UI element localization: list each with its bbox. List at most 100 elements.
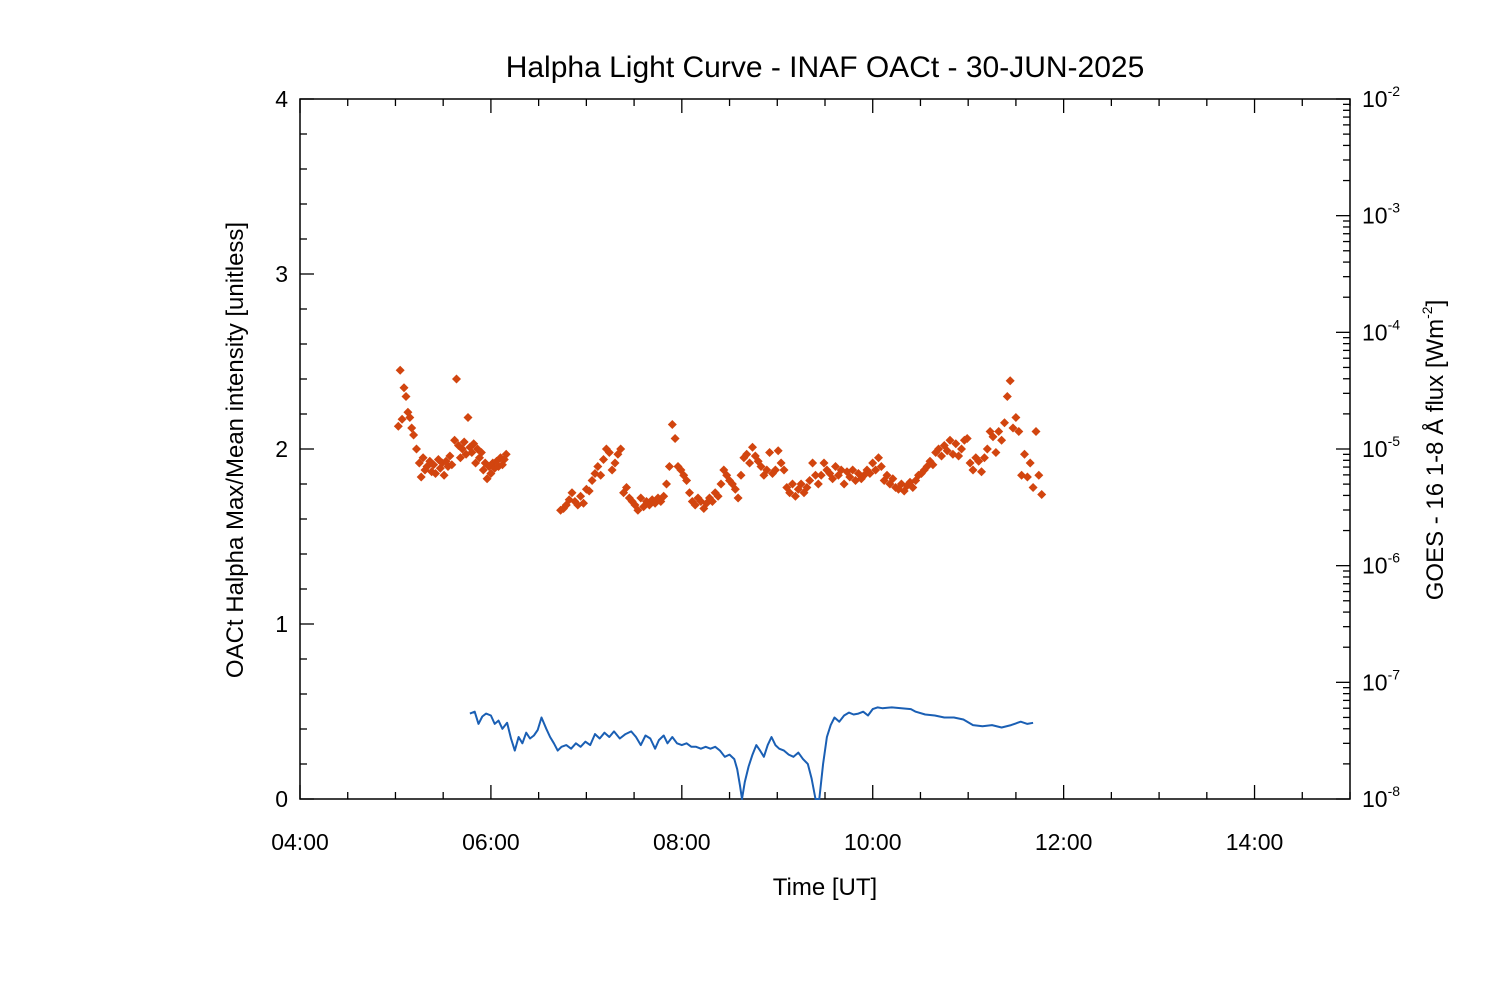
halpha-point [942, 446, 952, 456]
halpha-point [779, 465, 789, 475]
x-tick-label: 10:00 [844, 829, 902, 855]
halpha-point [1037, 490, 1047, 499]
halpha-point [1034, 470, 1044, 480]
chart-title: Halpha Light Curve - INAF OACt - 30-JUN-… [506, 51, 1145, 84]
y2-title-main: GOES - 16 1-8 Å flux [Wm [1421, 319, 1449, 600]
halpha-point [882, 470, 892, 480]
halpha-point [802, 483, 812, 492]
halpha-point [429, 460, 439, 470]
y-axis-right: 10-8 10-7 10-6 10-5 10-4 10-3 10-2 [1336, 83, 1400, 812]
halpha-point [1025, 458, 1035, 468]
y2-tick-label: 10-4 [1362, 316, 1400, 345]
halpha-point [888, 474, 898, 484]
halpha-point [874, 453, 883, 463]
halpha-point [765, 448, 775, 457]
halpha-point [447, 460, 457, 470]
y-axis-left: 0 1 2 3 4 [275, 86, 314, 812]
halpha-point [690, 500, 700, 510]
halpha-point [587, 476, 597, 485]
y2-tick-label: 10-5 [1362, 433, 1400, 462]
halpha-point [1011, 413, 1021, 422]
halpha-point [409, 430, 419, 440]
halpha-point [811, 470, 820, 480]
halpha-point [1008, 423, 1018, 433]
halpha-point [416, 472, 426, 482]
halpha-point [937, 451, 946, 461]
halpha-point [745, 458, 755, 468]
halpha-point [599, 455, 608, 464]
halpha-point [393, 421, 403, 431]
halpha-point [501, 449, 511, 459]
halpha-point [790, 491, 800, 501]
halpha-point [478, 465, 488, 475]
halpha-intensity-series [393, 365, 1047, 515]
halpha-point [762, 465, 772, 475]
halpha-point [1020, 449, 1029, 459]
halpha-point [965, 458, 975, 468]
halpha-point [968, 465, 978, 475]
halpha-point [805, 476, 815, 485]
halpha-point [954, 451, 964, 461]
halpha-point [1028, 483, 1038, 492]
halpha-point [685, 488, 694, 498]
halpha-point [414, 458, 424, 468]
y-axis-right-title: GOES - 16 1-8 Å flux [Wm-2] [1419, 300, 1449, 601]
halpha-point [596, 470, 606, 480]
halpha-point [576, 491, 586, 501]
halpha-point [463, 413, 473, 422]
x-tick-label: 14:00 [1226, 829, 1284, 855]
halpha-point [610, 458, 620, 468]
halpha-point [928, 460, 938, 470]
halpha-point [418, 453, 428, 463]
halpha-point [788, 479, 797, 489]
halpha-point [670, 434, 680, 443]
halpha-point [664, 462, 674, 471]
halpha-point [662, 479, 671, 489]
halpha-point [868, 458, 878, 468]
halpha-point [459, 437, 469, 447]
y2-tick-label: 10-3 [1362, 200, 1400, 229]
halpha-point [748, 442, 757, 452]
halpha-point [633, 505, 643, 515]
y-tick-label: 3 [275, 261, 288, 287]
halpha-point [467, 448, 477, 457]
halpha-point [1031, 427, 1041, 436]
halpha-point [876, 462, 886, 471]
x-axis: 04:00 06:00 08:00 10:00 12:00 14:00 [271, 99, 1351, 855]
halpha-point [439, 470, 449, 480]
halpha-point [412, 444, 421, 454]
halpha-point [431, 469, 440, 478]
halpha-point [593, 462, 603, 471]
halpha-point [667, 420, 677, 429]
halpha-point [945, 435, 955, 445]
halpha-point [607, 465, 617, 475]
halpha-point [979, 453, 989, 463]
x-tick-label: 12:00 [1035, 829, 1093, 855]
halpha-point [871, 465, 881, 475]
halpha-point [455, 453, 465, 463]
halpha-point [567, 488, 577, 498]
halpha-point [482, 474, 492, 484]
x-tick-label: 04:00 [271, 829, 329, 855]
halpha-point [934, 444, 944, 454]
halpha-point [773, 446, 783, 456]
halpha-point [682, 476, 692, 485]
halpha-point [819, 458, 829, 468]
halpha-point [401, 392, 411, 401]
halpha-point [994, 427, 1004, 436]
y2-tick-label: 10-7 [1362, 666, 1400, 695]
halpha-point [636, 493, 646, 503]
halpha-point [730, 484, 740, 494]
halpha-point [471, 458, 481, 468]
x-tick-label: 06:00 [462, 829, 520, 855]
halpha-point [407, 423, 417, 433]
halpha-point [808, 458, 818, 468]
halpha-point [1002, 392, 1012, 401]
halpha-point [486, 469, 496, 478]
halpha-point [974, 456, 984, 466]
halpha-point [962, 434, 972, 443]
halpha-point [716, 479, 726, 489]
halpha-point [616, 444, 626, 454]
x-tick-label: 08:00 [653, 829, 711, 855]
halpha-point [445, 451, 455, 461]
